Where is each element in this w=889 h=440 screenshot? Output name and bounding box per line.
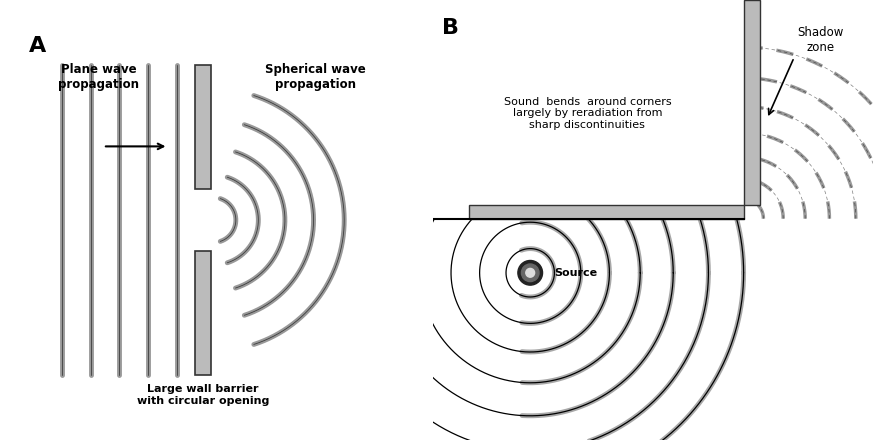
Text: Source: Source: [555, 268, 597, 278]
Text: A: A: [29, 36, 46, 56]
Text: Shadow
zone: Shadow zone: [797, 26, 844, 55]
Bar: [743, 0, 760, 205]
Text: B: B: [442, 18, 460, 37]
Text: Spherical wave
propagation: Spherical wave propagation: [265, 62, 366, 91]
Text: Sound  bends  around corners
largely by reradiation from
sharp discontinuities: Sound bends around corners largely by re…: [503, 97, 671, 130]
Text: Large wall barrier
with circular opening: Large wall barrier with circular opening: [137, 385, 269, 406]
Bar: [195, 251, 212, 375]
Text: Plane wave
propagation: Plane wave propagation: [59, 62, 140, 91]
Bar: [195, 65, 212, 189]
Bar: [469, 205, 743, 219]
Circle shape: [525, 268, 534, 277]
Circle shape: [522, 264, 539, 282]
Circle shape: [518, 260, 542, 285]
